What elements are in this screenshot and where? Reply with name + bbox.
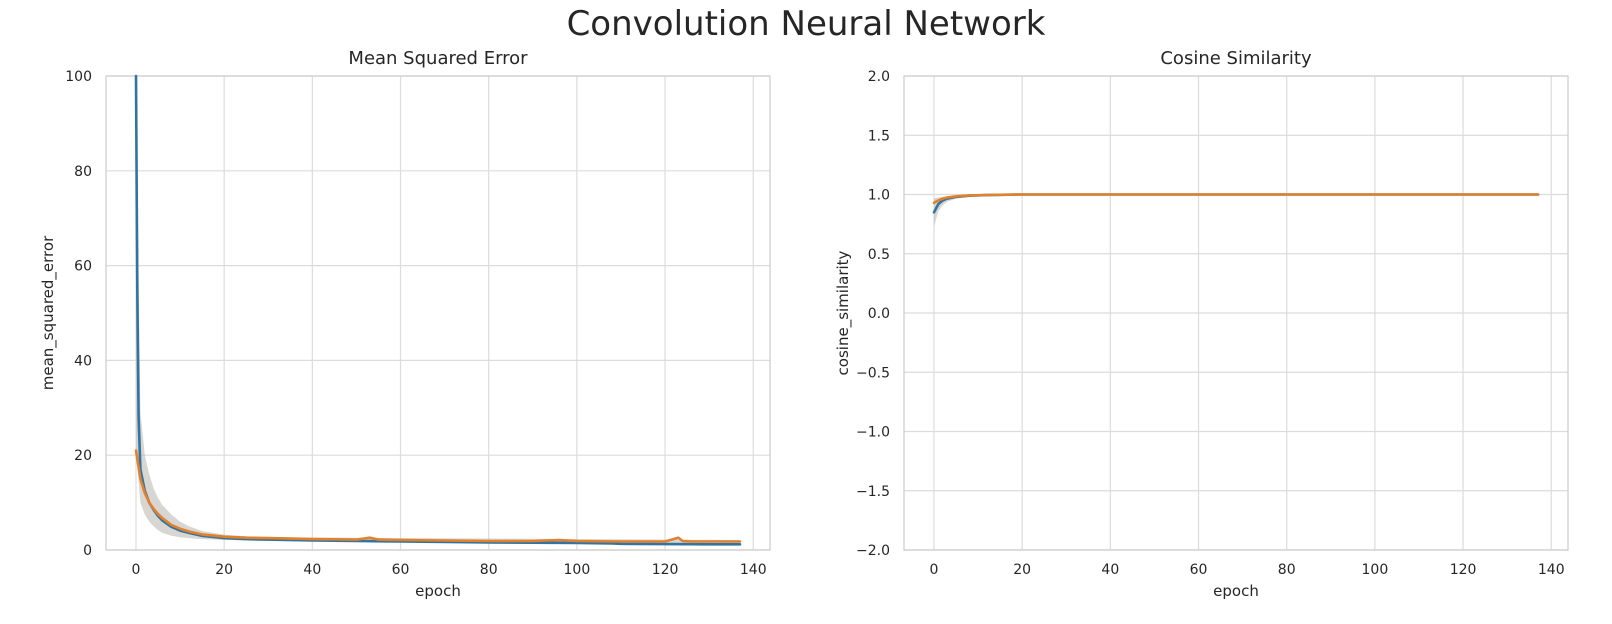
y-tick-label: −2.0 [856, 543, 890, 559]
confidence-band [136, 76, 740, 545]
plot-frame [105, 75, 771, 551]
figure-title: Convolution Neural Network [566, 4, 1046, 44]
x-tick-label: 140 [1538, 562, 1565, 578]
y-tick-label: 0.0 [868, 306, 890, 322]
panel-title: Mean Squared Error [348, 48, 528, 69]
panel-title: Cosine Similarity [1160, 48, 1312, 69]
x-tick-label: 0 [132, 562, 141, 578]
y-tick-label: 60 [74, 259, 92, 275]
x-tick-label: 60 [392, 562, 410, 578]
x-tick-label: 20 [1013, 562, 1031, 578]
series-1-line [932, 193, 1540, 214]
y-tick-label: 80 [74, 164, 92, 180]
plot-frame [903, 75, 1569, 551]
y-tick-label: −0.5 [856, 365, 890, 381]
y-axis-label: mean_squared_error [39, 235, 58, 390]
series-2-line [134, 449, 742, 543]
y-tick-label: −1.5 [856, 484, 890, 500]
y-tick-label: 2.0 [868, 69, 890, 85]
panel-2: 0 20 40 60 80 100 120 140 −2.0 −1.5 −1.0 −0.5 0.0 0.5… [834, 48, 1569, 600]
y-tick-label: 100 [65, 69, 92, 85]
x-tick-label: 40 [303, 562, 321, 578]
x-axis-label: epoch [1213, 582, 1259, 600]
x-tick-label: 0 [930, 562, 939, 578]
x-axis-label: epoch [415, 582, 461, 600]
x-tick-label: 40 [1101, 562, 1119, 578]
x-tick-label: 100 [1362, 562, 1389, 578]
panel-1: 0 20 40 60 80 100 120 140 0 20 40 60 80 100 epoch mean_… [39, 48, 771, 600]
y-tick-label: 1.5 [868, 128, 890, 144]
series-1-line [134, 74, 742, 546]
confidence-band [934, 194, 1538, 227]
y-tick-label: −1.0 [856, 425, 890, 441]
y-tick-label: 20 [74, 448, 92, 464]
x-tick-label: 100 [564, 562, 591, 578]
x-tick-label: 140 [740, 562, 767, 578]
x-tick-label: 80 [480, 562, 498, 578]
y-tick-label: 1.0 [868, 188, 890, 204]
x-tick-label: 60 [1190, 562, 1208, 578]
y-axis-label: cosine_similarity [834, 250, 853, 375]
x-tick-label: 20 [215, 562, 233, 578]
x-tick-label: 120 [1450, 562, 1477, 578]
y-tick-label: 0 [83, 543, 92, 559]
x-tick-label: 120 [652, 562, 679, 578]
x-tick-label: 80 [1278, 562, 1296, 578]
series-2-line [932, 193, 1540, 205]
y-tick-label: 0.5 [868, 247, 890, 263]
y-tick-label: 40 [74, 353, 92, 369]
